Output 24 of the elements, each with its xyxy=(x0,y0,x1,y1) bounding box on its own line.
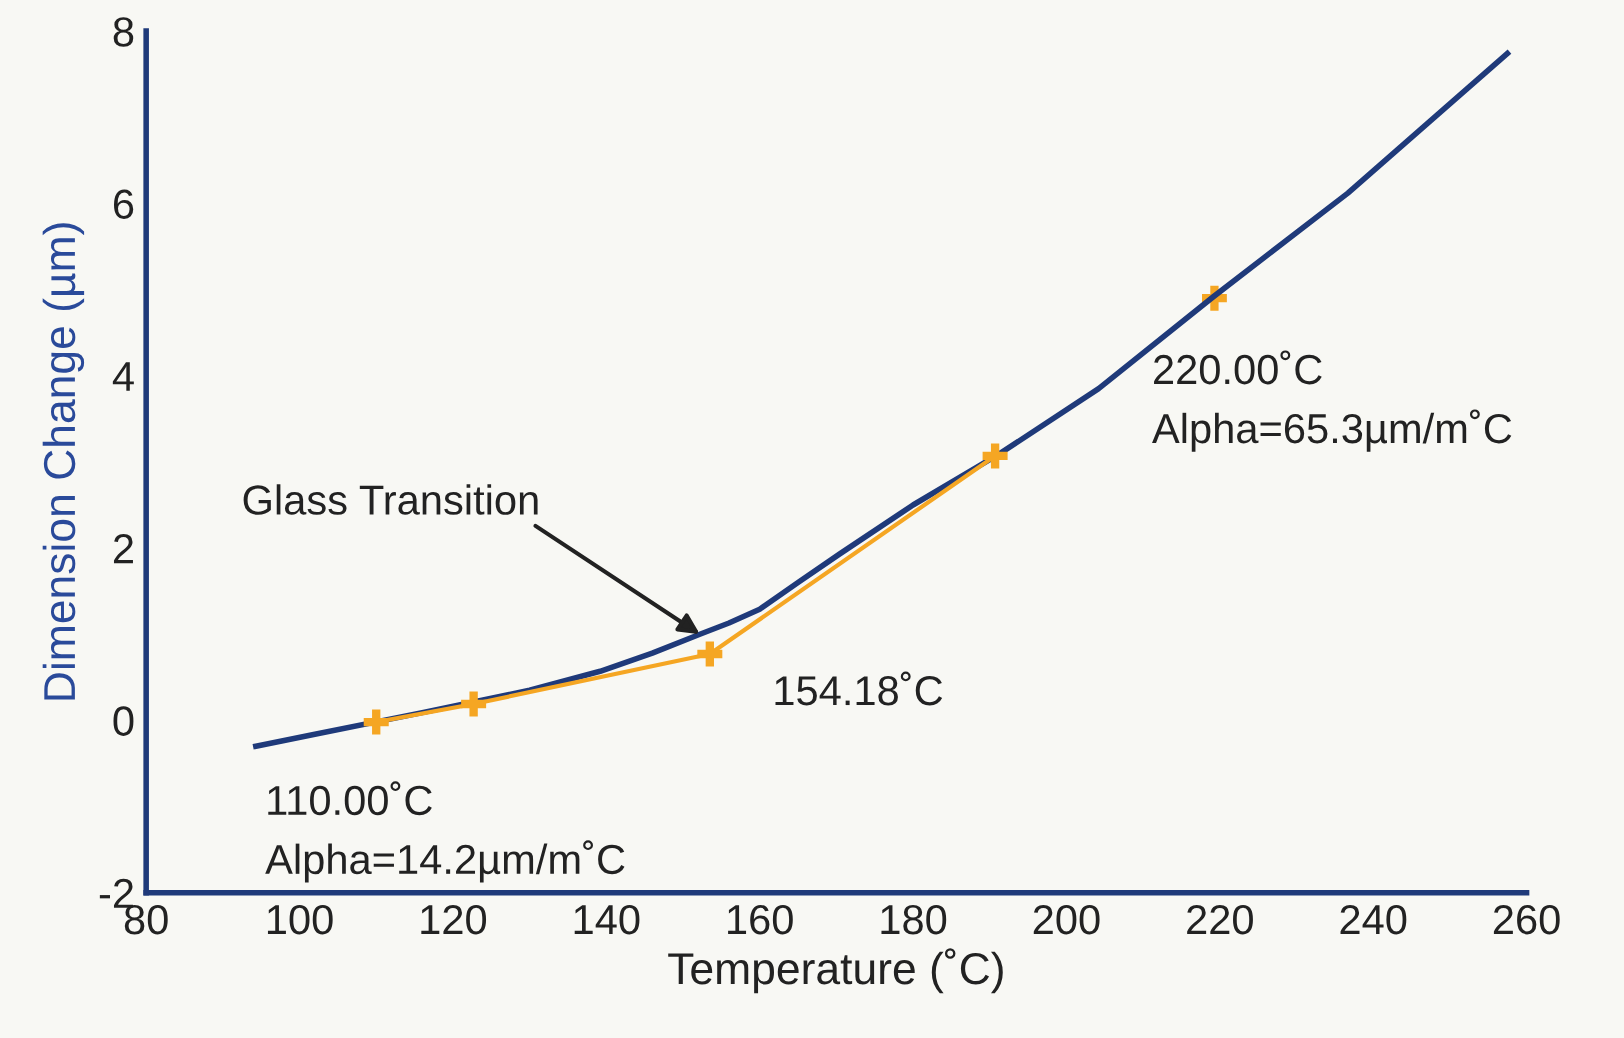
x-tick-label: 160 xyxy=(728,904,793,935)
point xyxy=(697,641,723,667)
annotation: 154.18˚C xyxy=(775,671,943,706)
point xyxy=(982,443,1008,469)
x-tick-label: 100 xyxy=(267,904,333,935)
point xyxy=(363,709,389,735)
point xyxy=(461,691,487,717)
x-tick-label: 200 xyxy=(1033,904,1100,935)
x-tick-label: 260 xyxy=(1493,904,1560,935)
y-axis-title: Dimension Change (µm) xyxy=(42,223,85,700)
x-tick-label: 140 xyxy=(574,904,640,935)
y-tick-label: 4 xyxy=(112,362,134,391)
y-tick-label: 2 xyxy=(113,534,133,564)
y-tick-label: 6 xyxy=(113,189,134,219)
x-axis-title: Temperature (˚C) xyxy=(668,948,1003,994)
annotation: 220.00˚C Alpha=65.3µm/m˚C xyxy=(1152,350,1512,452)
x-tick-label: 180 xyxy=(881,904,947,935)
annotation: 110.00˚C Alpha=14.2µm/m˚C xyxy=(265,781,625,883)
x-tick-label: 220 xyxy=(1187,904,1253,935)
y-tick-label: 8 xyxy=(113,17,134,47)
annotation: Glass Transition xyxy=(243,484,538,515)
x-tick-label: 120 xyxy=(421,904,487,935)
y-tick-label: 0 xyxy=(113,706,134,736)
x-tick-label: 240 xyxy=(1340,904,1407,935)
